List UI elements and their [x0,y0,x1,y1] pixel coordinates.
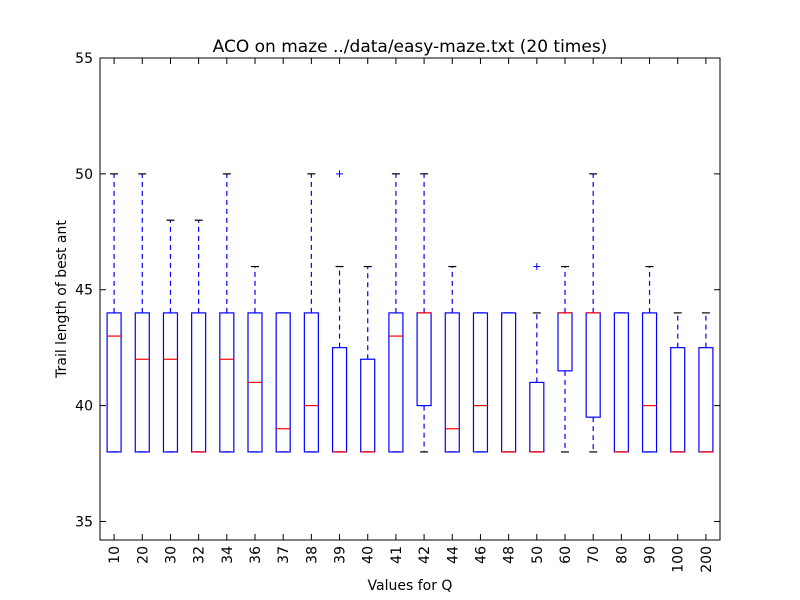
x-tick-label: 80 [614,546,630,564]
x-tick-label: 70 [586,546,602,564]
x-tick-label: 200 [699,546,715,573]
box [641,312,658,453]
box [472,312,489,453]
y-tick-label: 45 [75,283,93,299]
box-group-48 [501,312,517,453]
box [219,312,235,453]
box [557,312,573,372]
box [360,358,376,453]
x-tick-label: 41 [389,546,405,564]
box [162,312,179,453]
x-tick-label: 60 [558,546,574,564]
box-group-10 [106,173,122,453]
box-group-37 [275,312,291,453]
x-tick-label: 20 [135,546,151,564]
x-tick-label: 100 [671,546,687,573]
box-group-70 [585,173,601,453]
box [331,347,348,453]
box [388,312,404,453]
box-group-32 [191,219,207,453]
box [698,347,714,453]
box-group-38 [303,173,319,453]
x-axis: 10 20 30 32 34 36 37 38 39 40 41 42 44 46 48 50 60 70 80 90… [107,58,715,573]
x-axis-label: Values for Q [368,578,453,594]
box [501,312,517,453]
box-group-20 [134,173,150,453]
chart-title: ACO on maze ../data/easy-maze.txt (20 ti… [213,37,608,57]
box-group-46 [472,312,489,453]
x-tick-label: 36 [248,546,264,564]
plot-frame [99,57,721,541]
plot-area [106,170,714,453]
x-tick-label: 46 [473,546,489,564]
box-group-90 [641,265,658,453]
x-tick-label: 37 [276,546,292,564]
y-axis: 35 40 45 50 55 [75,51,720,530]
x-tick-label: 48 [502,546,518,564]
box [670,347,686,453]
y-axis-label: Trail length of best ant [54,220,70,379]
box [134,312,150,453]
x-tick-label: 42 [417,546,433,564]
x-tick-label: 38 [304,546,320,564]
box-group-41 [388,173,404,453]
box [416,312,432,407]
box [275,312,291,453]
x-tick-label: 40 [361,546,377,564]
x-tick-label: 30 [163,546,179,564]
y-tick-label: 35 [75,514,93,530]
box [529,381,545,453]
box-group-50 [529,263,545,453]
box [444,312,460,453]
box-group-200 [698,312,714,453]
x-tick-label: 32 [192,546,208,564]
box-group-36 [247,265,263,453]
x-tick-label: 50 [530,546,546,564]
box-group-34 [219,173,235,453]
box [303,312,319,453]
y-tick-label: 55 [75,51,93,67]
x-tick-label: 10 [107,546,123,564]
box-group-44 [444,265,460,453]
x-tick-label: 34 [220,546,236,564]
box [106,312,122,453]
box-group-39 [331,170,348,453]
x-tick-label: 39 [333,546,349,564]
box-group-30 [162,219,179,453]
box [585,312,601,418]
box [191,312,207,453]
y-tick-label: 40 [75,399,93,415]
box-group-40 [360,265,376,453]
box-group-100 [670,312,686,453]
box-group-60 [557,265,573,453]
box-group-80 [613,312,629,453]
y-tick-label: 50 [75,167,93,183]
box [613,312,629,453]
box-group-42 [416,173,432,453]
x-tick-label: 44 [445,546,461,564]
x-tick-label: 90 [643,546,659,564]
